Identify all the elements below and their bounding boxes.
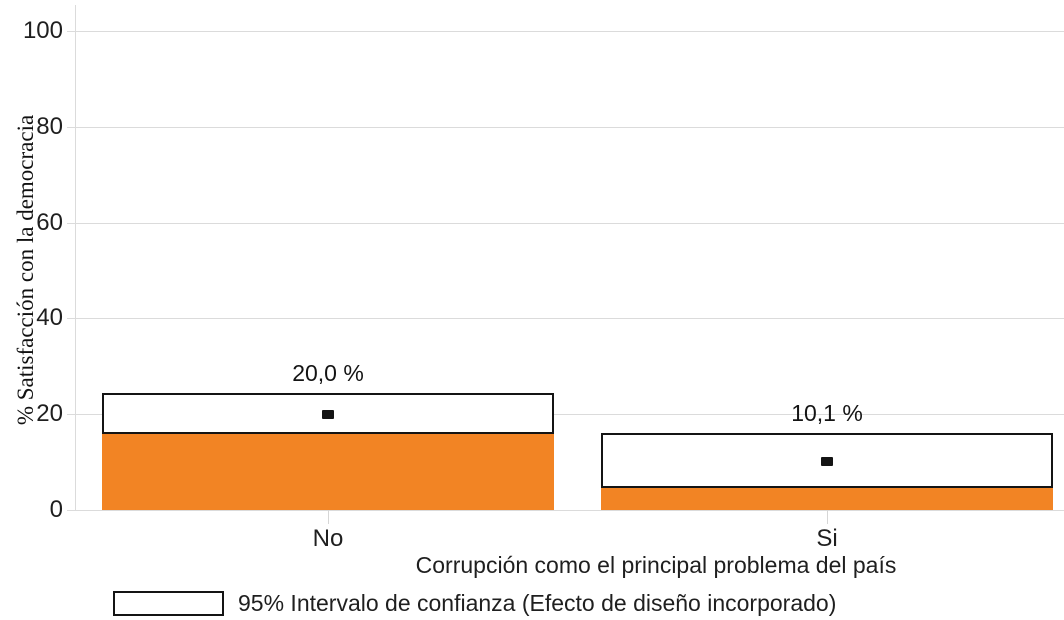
x-tick-label-si: Si	[816, 525, 838, 552]
bar-si	[601, 487, 1053, 510]
y-tick-label-20: 20	[36, 400, 63, 428]
x-tick-si	[827, 510, 828, 524]
value-label-si: 10,1 %	[791, 399, 863, 426]
gridline-y-0	[67, 510, 1064, 511]
y-tick-label-100: 100	[22, 17, 63, 44]
gridline-y-80	[67, 126, 1064, 128]
y-tick-label-0: 0	[49, 496, 63, 523]
point-estimate-marker-no	[322, 409, 334, 419]
gridline-y-20	[67, 414, 1064, 416]
y-axis-title: % Satisfacción con la democracia	[13, 114, 38, 426]
x-tick-no	[328, 510, 329, 524]
gridline-y-100	[67, 31, 1064, 32]
legend-label: 95% Intervalo de confianza (Efecto de di…	[238, 589, 837, 616]
x-tick-label-no: No	[312, 525, 344, 552]
confidence-interval-swatch	[113, 590, 224, 616]
point-estimate-marker-si	[821, 457, 833, 467]
gridline-y-40	[67, 318, 1064, 320]
y-tick-label-40: 40	[36, 304, 63, 332]
y-axis-line	[75, 5, 76, 510]
y-tick-label-60: 60	[36, 208, 63, 236]
y-tick-label-80: 80	[36, 112, 63, 140]
value-label-no: 20,0 %	[292, 360, 364, 387]
bar-no	[102, 433, 554, 510]
x-axis-title: Corrupción como el principal problema de…	[415, 552, 897, 578]
legend: 95% Intervalo de confianza (Efecto de di…	[113, 588, 836, 618]
gridline-y-60	[67, 222, 1064, 224]
